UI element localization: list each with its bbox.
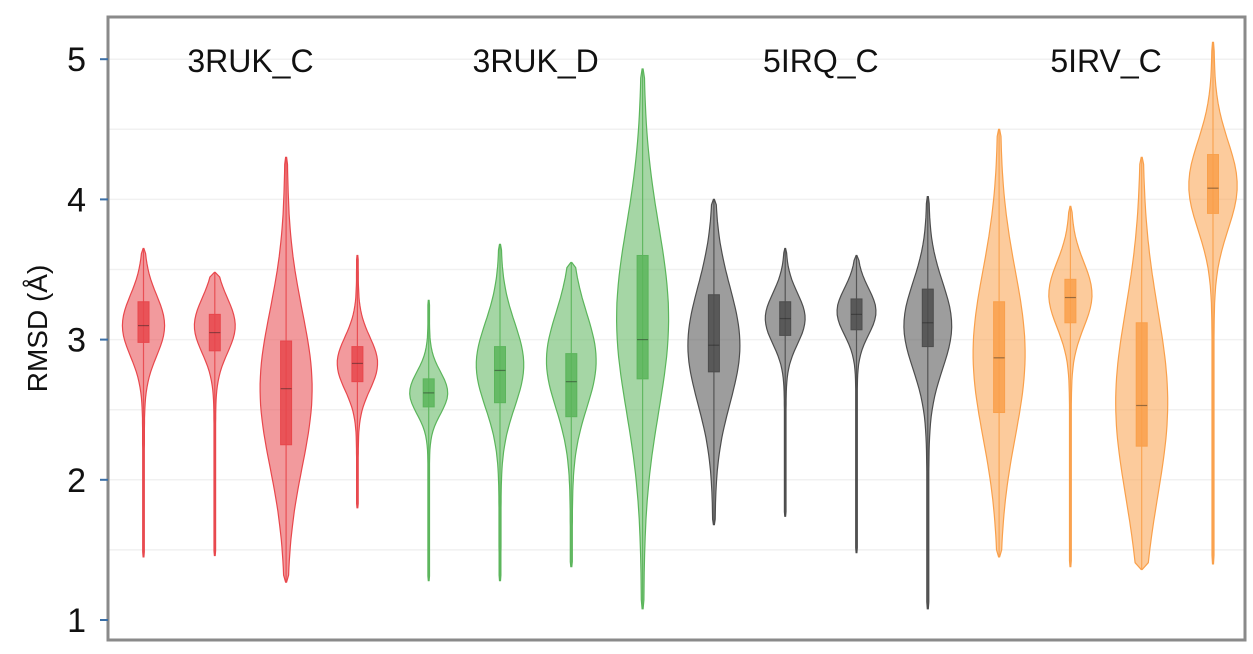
violin-iqr-box [565,353,578,418]
violin [409,299,449,582]
violin [121,247,166,558]
violin-iqr-box [208,313,221,352]
y-tick-label: 2 [67,462,86,500]
y-tick-label: 3 [67,322,86,360]
violin-iqr-box [1207,154,1219,214]
violin [545,261,597,568]
violin-iqr-box [1064,278,1077,324]
y-axis: 1 2 3 4 5 [67,41,108,640]
violin [836,254,877,554]
violin-iqr-box [137,301,150,343]
y-tick-label: 4 [67,181,86,219]
violin [336,254,379,509]
violin-iqr-box [280,340,293,446]
violin-iqr-box [779,301,792,336]
group-label: 5IRQ_C [763,43,879,79]
violin [1115,156,1169,571]
violin-iqr-box [921,288,934,348]
violin [193,271,236,557]
violin [615,68,670,610]
y-tick-label: 1 [67,602,86,640]
violin [1048,205,1093,568]
violin [259,156,313,583]
violin-iqr-box [351,346,364,383]
violin [903,196,953,610]
violin-iqr-box [494,346,506,404]
violin-iqr-box [707,294,720,373]
y-tick-label: 5 [67,41,86,79]
violin [1188,41,1238,565]
violin [764,247,806,517]
group-labels: 3RUK_C 3RUK_D 5IRQ_C 5IRV_C [187,43,1161,79]
violin-iqr-box [850,298,863,331]
violin [475,243,525,582]
violin-iqr-box [636,254,649,380]
violins [121,41,1238,610]
violin-iqr-box [993,301,1006,414]
group-label: 5IRV_C [1050,43,1161,79]
violin [972,128,1026,558]
violin [687,198,741,526]
violin-iqr-box [1135,322,1148,447]
group-label: 3RUK_C [187,43,313,79]
group-label: 3RUK_D [473,43,599,79]
violin-iqr-box [422,378,435,408]
plot-frame [106,15,1247,642]
y-axis-title: RMSD (Å) [22,265,53,393]
